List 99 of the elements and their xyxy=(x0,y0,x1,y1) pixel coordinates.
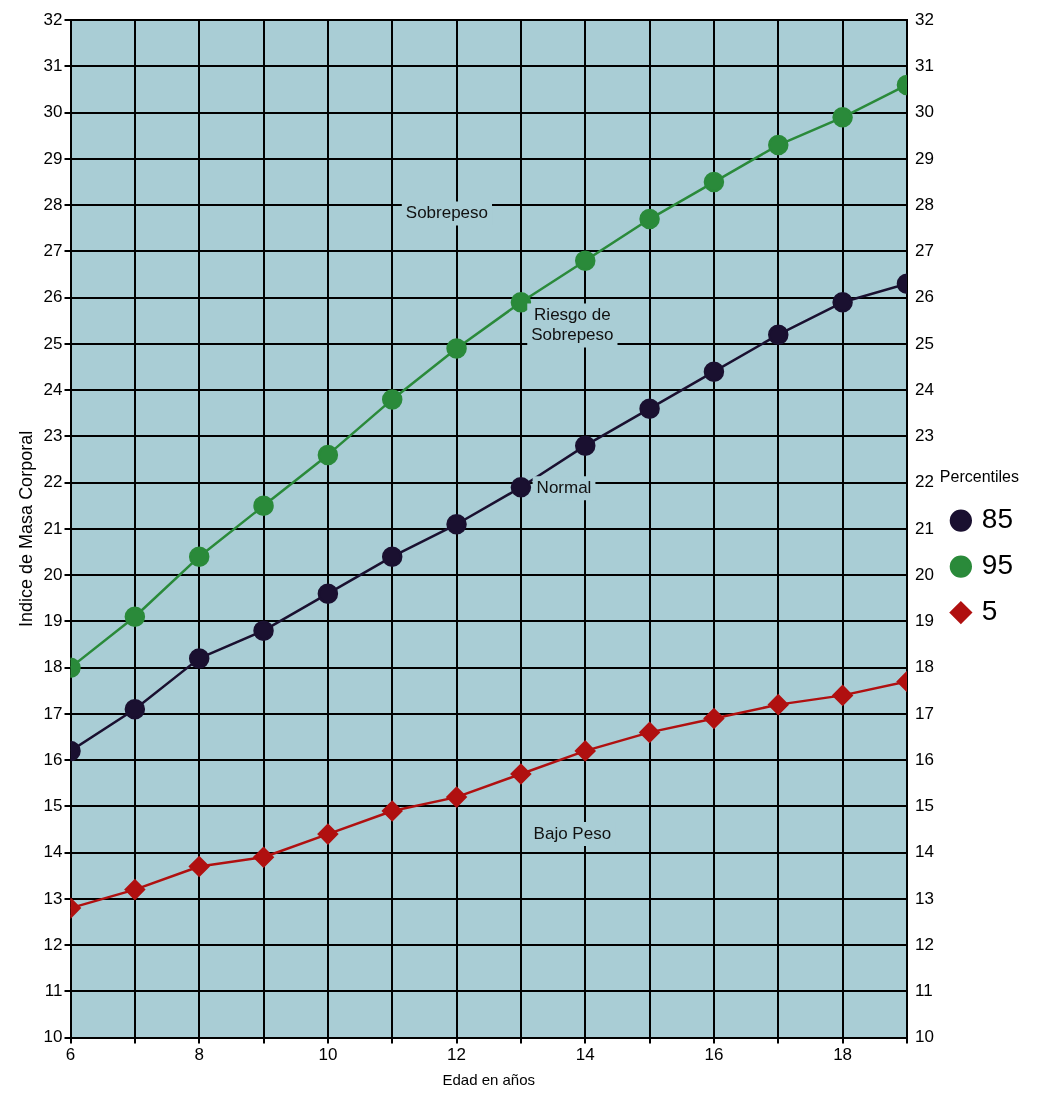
point xyxy=(446,338,467,359)
point xyxy=(317,823,339,845)
y-tick-label: 25 xyxy=(43,333,63,353)
y2-tick-label: 14 xyxy=(914,842,934,862)
point xyxy=(253,620,274,641)
point xyxy=(381,800,403,822)
y2-tick-label: 28 xyxy=(914,194,934,214)
point xyxy=(124,606,146,628)
y-tick-label: 11 xyxy=(44,981,63,1001)
legend-label: 95 xyxy=(981,549,1014,581)
y-tick-label: 16 xyxy=(43,749,63,769)
y-tick-label: 29 xyxy=(43,148,63,168)
point xyxy=(639,208,660,230)
legend-title: Percentiles xyxy=(939,467,1020,485)
y2-tick-label: 31 xyxy=(914,56,934,76)
y2-tick-label: 21 xyxy=(914,518,934,538)
y-tick-label: 22 xyxy=(43,472,63,492)
y2-tick-label: 13 xyxy=(914,888,934,908)
annotation: Riesgo de Sobrepeso xyxy=(531,305,614,345)
point xyxy=(510,477,532,498)
y2-tick-label: 20 xyxy=(914,564,934,584)
y-tick-label: 27 xyxy=(43,241,63,261)
y-tick-label: 19 xyxy=(43,611,63,631)
x-tick-label: 14 xyxy=(575,1045,595,1065)
y2-tick-label: 30 xyxy=(914,102,934,122)
y-tick-label: 31 xyxy=(43,56,63,76)
x-tick-label: 10 xyxy=(318,1045,338,1065)
point xyxy=(768,694,789,715)
point xyxy=(510,763,532,785)
y2-tick-label: 32 xyxy=(914,9,934,29)
point xyxy=(832,107,853,128)
point xyxy=(510,292,532,313)
x-axis-title: Edad en años xyxy=(442,1071,536,1089)
point xyxy=(446,786,467,808)
y-tick-label: 14 xyxy=(43,842,63,862)
y2-tick-label: 23 xyxy=(914,426,934,446)
y2-tick-label: 22 xyxy=(914,472,934,492)
x-tick-label: 16 xyxy=(704,1045,724,1065)
annotation: Normal xyxy=(536,477,592,497)
legend-label: 85 xyxy=(981,503,1014,535)
y2-tick-label: 17 xyxy=(914,703,934,723)
y-tick-label: 30 xyxy=(43,102,63,122)
point xyxy=(446,514,467,535)
point xyxy=(317,444,339,466)
point xyxy=(832,292,853,313)
point xyxy=(188,546,210,567)
x-tick-label: 8 xyxy=(194,1045,204,1065)
y2-tick-label: 26 xyxy=(914,287,934,307)
point xyxy=(253,495,274,517)
point xyxy=(574,435,596,456)
point xyxy=(188,856,210,877)
y2-tick-label: 18 xyxy=(914,657,934,677)
y2-tick-label: 11 xyxy=(914,981,933,1001)
point xyxy=(768,134,789,156)
point xyxy=(317,583,339,604)
y-axis-title: Indice de Masa Corporal xyxy=(15,430,36,627)
legend-label: 5 xyxy=(981,595,998,627)
y2-tick-label: 19 xyxy=(914,611,934,631)
x-tick-label: 18 xyxy=(833,1045,853,1065)
y-tick-label: 15 xyxy=(43,796,63,816)
point xyxy=(381,546,403,567)
point xyxy=(703,708,725,729)
y2-tick-label: 29 xyxy=(914,148,934,168)
point xyxy=(703,361,725,382)
y-tick-label: 18 xyxy=(43,657,63,677)
y2-tick-label: 27 xyxy=(914,241,934,261)
point xyxy=(639,722,660,743)
y-tick-label: 21 xyxy=(43,518,63,538)
y2-tick-label: 10 xyxy=(914,1027,934,1047)
point xyxy=(188,648,210,669)
y-tick-label: 20 xyxy=(43,564,63,584)
point xyxy=(124,879,146,900)
y2-tick-label: 24 xyxy=(914,379,934,399)
x-tick-label: 12 xyxy=(447,1045,467,1065)
y2-tick-label: 16 xyxy=(914,749,934,769)
point xyxy=(253,846,274,868)
point xyxy=(124,699,146,720)
y2-tick-label: 15 xyxy=(914,796,934,816)
y-tick-label: 17 xyxy=(43,703,63,723)
point xyxy=(832,685,853,706)
point xyxy=(768,324,789,345)
annotation: Bajo Peso xyxy=(533,823,612,843)
point xyxy=(703,171,725,193)
point xyxy=(574,740,596,762)
y-tick-label: 28 xyxy=(43,194,63,214)
y2-tick-label: 12 xyxy=(914,934,934,954)
y-tick-label: 10 xyxy=(43,1027,63,1047)
y-tick-label: 24 xyxy=(43,379,63,399)
point xyxy=(574,250,596,271)
annotation: Sobrepeso xyxy=(405,203,489,223)
y-tick-label: 13 xyxy=(43,888,63,908)
y-tick-label: 26 xyxy=(43,287,63,307)
y-tick-label: 23 xyxy=(43,426,63,446)
point xyxy=(639,398,660,419)
y-tick-label: 32 xyxy=(43,9,63,29)
point xyxy=(381,389,403,410)
y2-tick-label: 25 xyxy=(914,333,934,353)
y-tick-label: 12 xyxy=(43,934,63,954)
x-tick-label: 6 xyxy=(65,1045,76,1065)
